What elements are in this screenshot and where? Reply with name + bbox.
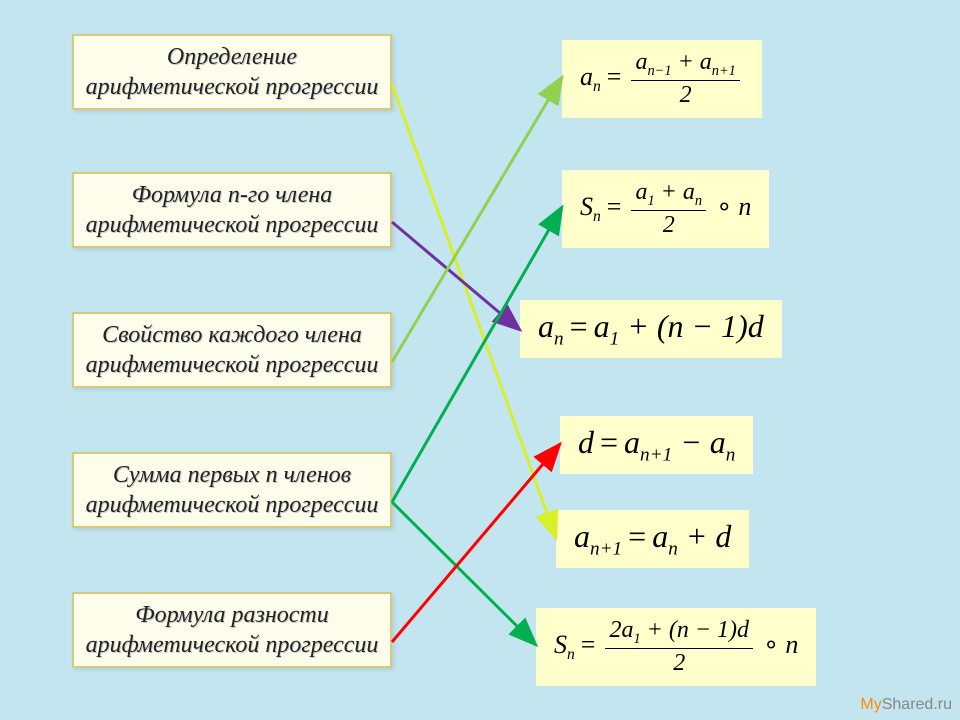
formula-next: an+1=an + d [556, 510, 749, 568]
brand-my: My [860, 696, 881, 713]
left-box-text: Определение арифметической прогрессии [86, 44, 379, 100]
left-box-definition: Определение арифметической прогрессии [72, 34, 392, 110]
watermark: MyShared.ru [860, 696, 952, 714]
left-box-nth-formula: Формула n-го члена арифметической прогре… [72, 172, 392, 248]
left-box-text: Формула разности арифметической прогресс… [86, 602, 379, 658]
diagram-container: Определение арифметической прогрессии Фо… [0, 0, 960, 720]
left-box-text: Формула n-го члена арифметической прогре… [86, 182, 379, 238]
formula-text: Sn=2a1 + (n − 1)d2∘n [554, 616, 798, 678]
formula-mean: an=an−1 + an+12 [562, 40, 762, 118]
left-box-property: Свойство каждого члена арифметической пр… [72, 312, 392, 388]
formula-text: an+1=an + d [574, 518, 731, 560]
formula-text: an=an−1 + an+12 [580, 48, 744, 110]
formula-sum1: Sn=a1 + an2∘n [562, 170, 769, 248]
brand-shared: Shared.ru [882, 696, 952, 713]
left-box-sum: Сумма первых n членов арифметической про… [72, 452, 392, 528]
formula-nth: an=a1 + (n − 1)d [520, 300, 782, 358]
formula-text: an=a1 + (n − 1)d [538, 308, 764, 350]
formula-sum2: Sn=2a1 + (n − 1)d2∘n [536, 608, 816, 686]
left-box-difference: Формула разности арифметической прогресс… [72, 592, 392, 668]
left-box-text: Свойство каждого члена арифметической пр… [86, 322, 379, 378]
formula-text: d=an+1 − an [578, 424, 735, 466]
formula-text: Sn=a1 + an2∘n [580, 178, 751, 240]
formula-diff: d=an+1 − an [560, 416, 753, 474]
left-box-text: Сумма первых n членов арифметической про… [86, 462, 379, 518]
